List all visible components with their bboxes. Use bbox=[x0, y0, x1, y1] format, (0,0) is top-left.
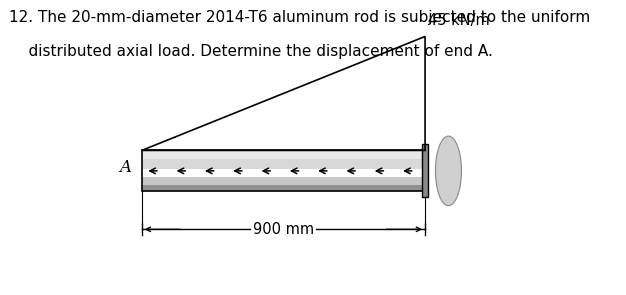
Text: distributed axial load. Determine the displacement of end A.: distributed axial load. Determine the di… bbox=[9, 44, 493, 59]
Bar bbox=[141, 177, 425, 185]
Bar bbox=[141, 185, 425, 191]
Bar bbox=[141, 150, 425, 159]
Text: A: A bbox=[120, 160, 131, 176]
Bar bbox=[422, 144, 428, 197]
Text: 900 mm: 900 mm bbox=[253, 222, 314, 237]
Text: 45 kN/m: 45 kN/m bbox=[428, 13, 490, 28]
Bar bbox=[141, 159, 425, 169]
Text: 12. The 20-mm-diameter 2014-T6 aluminum rod is subjected to the uniform: 12. The 20-mm-diameter 2014-T6 aluminum … bbox=[9, 10, 590, 25]
Bar bbox=[141, 150, 425, 191]
Ellipse shape bbox=[436, 136, 461, 206]
